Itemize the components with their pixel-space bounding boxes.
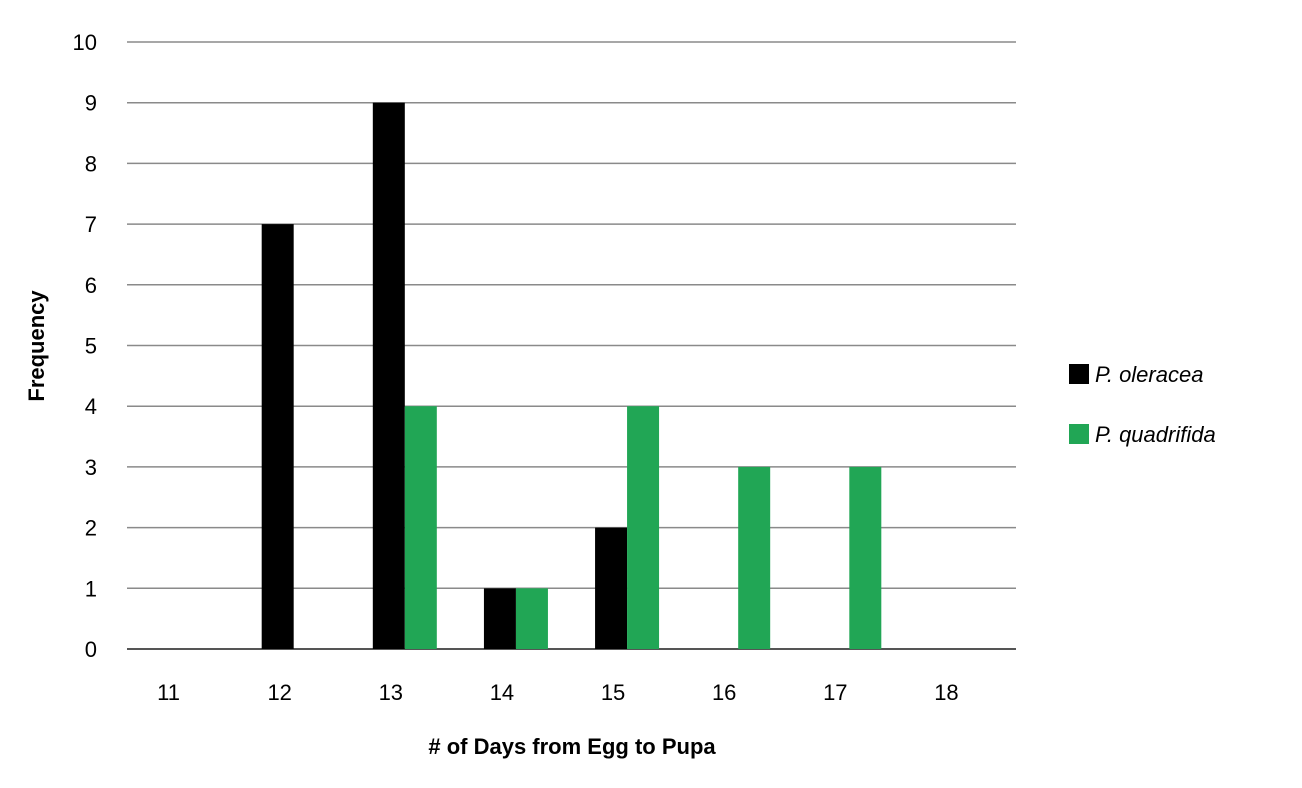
y-tick-label: 3 [85, 455, 97, 480]
y-tick-label: 7 [85, 212, 97, 237]
y-tick-label: 6 [85, 273, 97, 298]
y-tick-label: 4 [85, 394, 97, 419]
bar-oleracea-15 [595, 527, 628, 649]
bar-quadrifida-17 [849, 466, 882, 649]
legend-swatch [1069, 364, 1089, 384]
y-tick-label: 9 [85, 91, 97, 116]
bar-quadrifida-13 [404, 406, 437, 649]
y-tick-label: 1 [85, 576, 97, 601]
y-tick-label: 10 [73, 30, 97, 55]
y-tick-label: 0 [85, 637, 97, 662]
x-tick-label: 13 [379, 680, 403, 705]
x-tick-label: 17 [823, 680, 847, 705]
y-axis-title: Frequency [24, 290, 49, 402]
x-tick-label: 16 [712, 680, 736, 705]
legend-label: P. oleracea [1095, 362, 1203, 387]
x-tick-label: 11 [157, 680, 180, 705]
bar-quadrifida-15 [627, 406, 660, 649]
bar-quadrifida-16 [738, 466, 771, 649]
bar-quadrifida-14 [515, 588, 548, 649]
bars [261, 102, 882, 649]
x-axis-ticks: 11 12 13 14 15 16 17 18 [157, 680, 959, 705]
legend-swatch [1069, 424, 1089, 444]
y-tick-label: 8 [85, 151, 97, 176]
bar-oleracea-13 [372, 102, 405, 649]
legend-label: P. quadrifida [1095, 422, 1216, 447]
x-tick-label: 12 [267, 680, 291, 705]
y-tick-label: 5 [85, 334, 97, 359]
x-axis-title: # of Days from Egg to Pupa [428, 734, 716, 759]
legend: P. oleracea P. quadrifida [1069, 362, 1216, 447]
x-tick-label: 18 [934, 680, 958, 705]
y-axis-ticks: 0 1 2 3 4 5 6 7 8 9 10 [73, 30, 97, 662]
bar-oleracea-12 [261, 224, 294, 649]
y-tick-label: 2 [85, 516, 97, 541]
x-tick-label: 15 [601, 680, 625, 705]
bar-oleracea-14 [483, 588, 516, 649]
x-tick-label: 14 [490, 680, 514, 705]
gridlines [127, 41, 1016, 650]
